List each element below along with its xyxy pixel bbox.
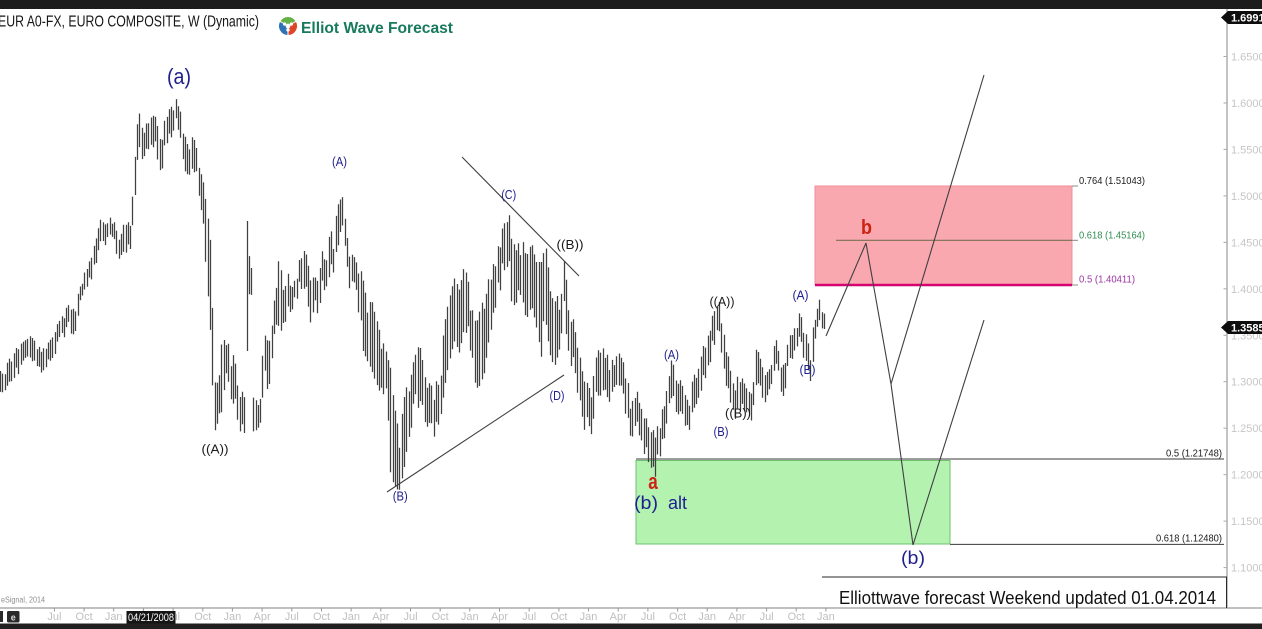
svg-text:Apr: Apr — [491, 611, 508, 623]
svg-text:1.25000: 1.25000 — [1231, 423, 1262, 435]
svg-text:((B)): ((B)) — [557, 238, 584, 252]
svg-text:1.30000: 1.30000 — [1231, 377, 1262, 389]
svg-text:Elliottwave forecast Weekend u: Elliottwave forecast Weekend updated 01.… — [839, 588, 1216, 608]
svg-text:Jan: Jan — [817, 611, 835, 623]
svg-text:(B): (B) — [393, 489, 408, 504]
svg-text:0.764 (1.51043): 0.764 (1.51043) — [1079, 175, 1145, 187]
svg-text:eSignal, 2014: eSignal, 2014 — [1, 596, 45, 605]
svg-text:1.35858: 1.35858 — [1231, 323, 1262, 335]
svg-text:1.60000: 1.60000 — [1231, 98, 1262, 110]
svg-text:Jan: Jan — [342, 611, 360, 623]
svg-text:Jan: Jan — [461, 611, 479, 623]
svg-text:Jan: Jan — [105, 611, 123, 623]
svg-text:0.5 (1.21748): 0.5 (1.21748) — [1166, 448, 1222, 460]
svg-text:1.15000: 1.15000 — [1231, 516, 1262, 528]
svg-text:Oct: Oct — [313, 611, 330, 623]
svg-text:Apr: Apr — [728, 611, 745, 623]
svg-text:EUR A0-FX, EURO COMPOSITE, W (: EUR A0-FX, EURO COMPOSITE, W (Dynamic) — [0, 14, 259, 31]
svg-text:(C): (C) — [501, 187, 516, 202]
svg-text:(a): (a) — [167, 64, 191, 89]
svg-text:1.55000: 1.55000 — [1231, 144, 1262, 156]
svg-text:Apr: Apr — [254, 611, 271, 623]
svg-text:(B): (B) — [800, 363, 816, 377]
svg-text:1.10000: 1.10000 — [1231, 563, 1262, 575]
svg-text:Jan: Jan — [580, 611, 598, 623]
svg-text:Jul: Jul — [47, 611, 61, 623]
svg-text:(A): (A) — [793, 289, 809, 303]
svg-text:((B)): ((B)) — [725, 407, 751, 421]
svg-text:1.69914: 1.69914 — [1231, 13, 1262, 25]
svg-text:1.40000: 1.40000 — [1231, 284, 1262, 296]
svg-text:Jul: Jul — [285, 611, 299, 623]
svg-text:(D): (D) — [550, 388, 565, 403]
svg-text:a: a — [648, 469, 658, 494]
svg-text:alt: alt — [668, 493, 687, 513]
svg-text:(A): (A) — [332, 154, 347, 169]
svg-text:1.65000: 1.65000 — [1231, 52, 1262, 64]
svg-text:((A)): ((A)) — [710, 295, 735, 309]
svg-text:Oct: Oct — [788, 611, 805, 623]
svg-text:Oct: Oct — [432, 611, 449, 623]
svg-text:1.45000: 1.45000 — [1231, 237, 1262, 249]
svg-text:Elliot Wave Forecast: Elliot Wave Forecast — [301, 20, 454, 37]
svg-text:Jul: Jul — [403, 611, 417, 623]
svg-text:1.20000: 1.20000 — [1231, 470, 1262, 482]
svg-text:04/21/2008: 04/21/2008 — [128, 612, 174, 624]
svg-text:Jul: Jul — [522, 611, 536, 623]
svg-text:Jan: Jan — [224, 611, 242, 623]
svg-text:(B): (B) — [714, 425, 729, 439]
svg-text:Jul: Jul — [760, 611, 774, 623]
svg-text:Jul: Jul — [641, 611, 655, 623]
svg-text:Oct: Oct — [550, 611, 567, 623]
svg-text:e: e — [11, 613, 16, 623]
svg-text:Oct: Oct — [194, 611, 211, 623]
svg-text:0.5 (1.40411): 0.5 (1.40411) — [1079, 274, 1135, 286]
svg-text:((A)): ((A)) — [202, 443, 229, 457]
svg-text:(A): (A) — [664, 348, 679, 362]
svg-text:Apr: Apr — [372, 611, 389, 623]
svg-text:1.50000: 1.50000 — [1231, 191, 1262, 203]
svg-text:0.618 (1.12480): 0.618 (1.12480) — [1156, 533, 1222, 545]
svg-text:Oct: Oct — [669, 611, 686, 623]
svg-text:(b): (b) — [634, 493, 658, 513]
svg-text:0.618 (1.45164): 0.618 (1.45164) — [1079, 230, 1145, 242]
svg-text:Jan: Jan — [698, 611, 716, 623]
svg-text:Apr: Apr — [610, 611, 627, 623]
svg-text:(b): (b) — [901, 548, 925, 568]
svg-text:b: b — [861, 217, 872, 239]
svg-text:Oct: Oct — [76, 611, 93, 623]
